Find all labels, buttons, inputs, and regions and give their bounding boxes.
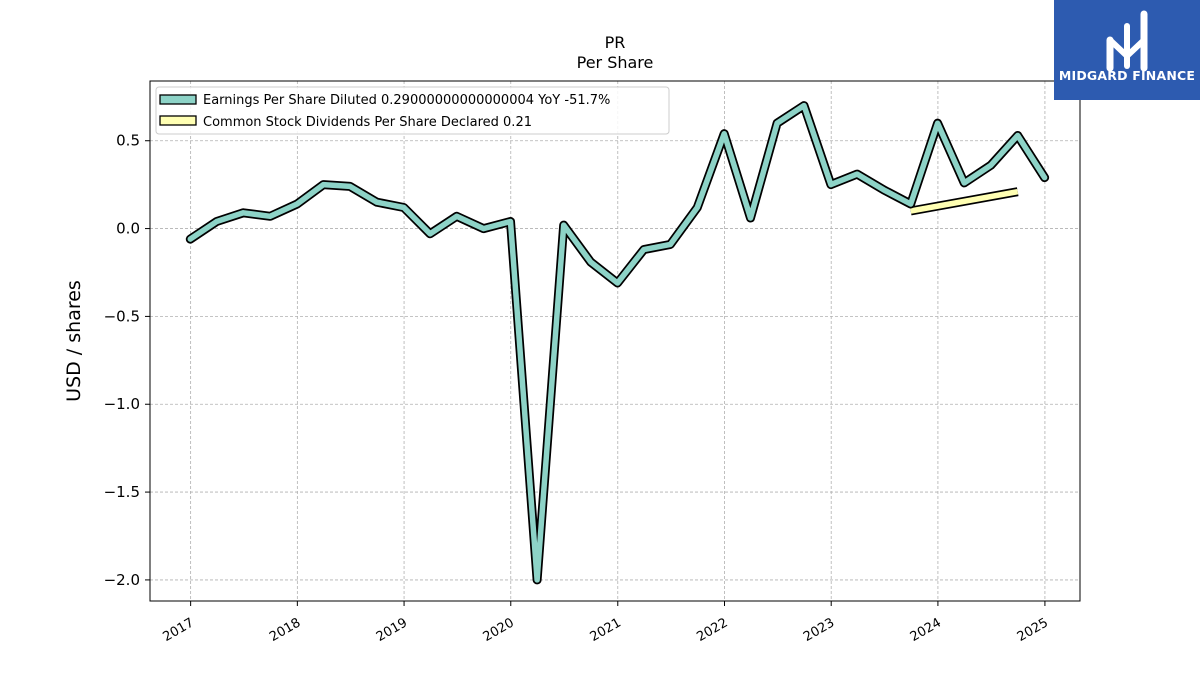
logo-mark-icon [1106, 10, 1148, 72]
x-tick-label: 2021 [588, 615, 624, 645]
y-axis: 0.5 0.0 −0.5 −1.0 −1.5 −2.0 [104, 132, 150, 589]
legend-box [155, 86, 670, 135]
legend-label-eps: Earnings Per Share Diluted 0.29000000000… [203, 93, 610, 108]
y-tick-label: −2.0 [104, 571, 140, 589]
plot-frame [149, 80, 1081, 602]
logo-text: MIDGARD FINANCE [1058, 68, 1196, 83]
legend-label-dividends: Common Stock Dividends Per Share Declare… [203, 115, 532, 130]
x-tick-label: 2025 [1015, 615, 1051, 645]
legend-swatch-dividends [159, 115, 197, 126]
x-tick-label: 2024 [908, 615, 944, 645]
series-line-dividends [910, 188, 1019, 214]
x-tick-label: 2020 [481, 615, 517, 645]
chart-subtitle: Per Share [577, 53, 654, 72]
x-tick-label: 2023 [801, 615, 837, 645]
y-tick-label: −0.5 [104, 307, 140, 325]
series-line-eps [187, 102, 1048, 583]
grid-lines [150, 81, 1080, 601]
y-tick-label: −1.0 [104, 395, 140, 413]
x-tick-label: 2022 [694, 615, 730, 645]
legend-swatch-eps [159, 94, 197, 105]
y-tick-label: 0.0 [116, 220, 140, 238]
brand-logo: MIDGARD FINANCE [1054, 0, 1200, 100]
x-axis: 2017 2018 2019 2020 2021 2022 2023 2024 2025 [160, 601, 1051, 645]
x-tick-label: 2019 [374, 615, 410, 645]
y-tick-label: −1.5 [104, 483, 140, 501]
legend: Earnings Per Share Diluted 0.29000000000… [155, 86, 670, 135]
y-tick-label: 0.5 [116, 132, 140, 150]
series-layer [185, 101, 1050, 585]
chart-title: PR [605, 33, 626, 52]
x-tick-label: 2017 [160, 615, 196, 645]
x-tick-label: 2018 [267, 615, 303, 645]
y-axis-label: USD / shares [63, 280, 85, 402]
